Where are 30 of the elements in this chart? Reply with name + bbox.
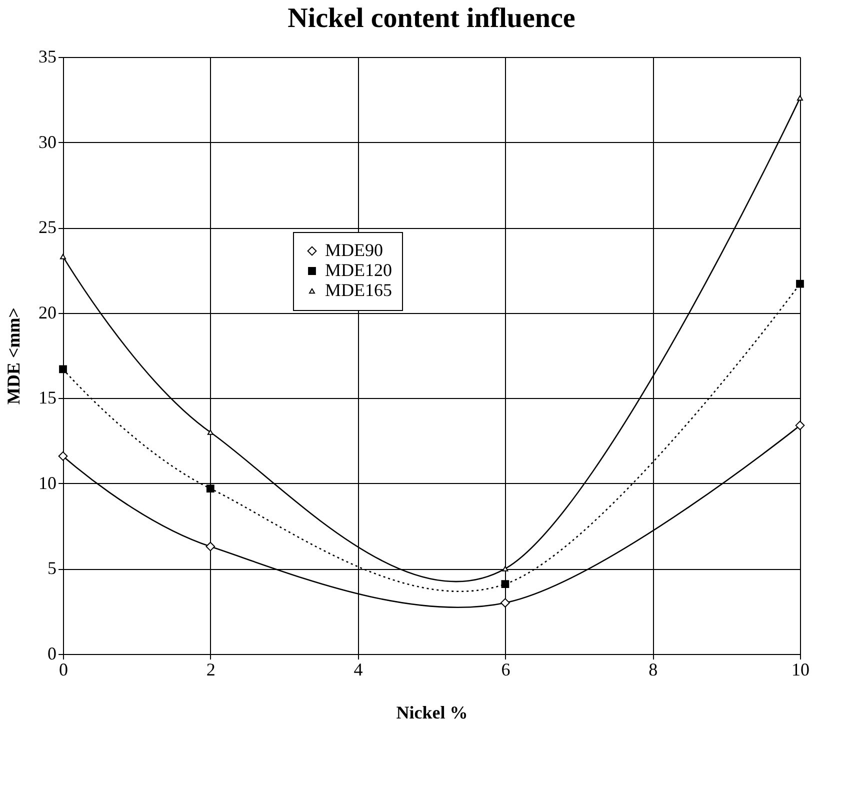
x-axis-title: Nickel % [396,702,468,722]
x-tick-label: 8 [648,660,658,680]
y-tick-label: 5 [48,558,56,578]
point [206,484,214,492]
y-tick-label: 35 [38,46,56,66]
point [502,566,508,572]
point [795,420,805,430]
legend-label: MDE90 [325,240,383,260]
point [207,430,214,435]
x-tick-label: 10 [792,660,810,680]
x-tick-label: 2 [206,660,216,680]
point [58,451,68,461]
y-tick-label: 15 [38,388,56,408]
y-tick-label: 20 [38,302,56,322]
point [797,95,803,101]
chart-title: Nickel content influence [288,3,576,34]
y-tick-label: 30 [38,132,56,152]
y-tick-label: 0 [48,644,56,664]
point [206,542,216,552]
legend-label: MDE165 [325,280,392,300]
point [501,580,510,588]
point [500,598,510,608]
y-axis-title: MDE <mm> [4,308,24,404]
point [796,280,804,288]
y-tick-label: 25 [38,217,56,238]
y-tick-label: 10 [38,472,56,493]
x-tick-label: 6 [501,660,510,680]
x-tick-label: 4 [354,660,363,680]
point [59,365,67,374]
legend-label: MDE120 [325,260,392,280]
